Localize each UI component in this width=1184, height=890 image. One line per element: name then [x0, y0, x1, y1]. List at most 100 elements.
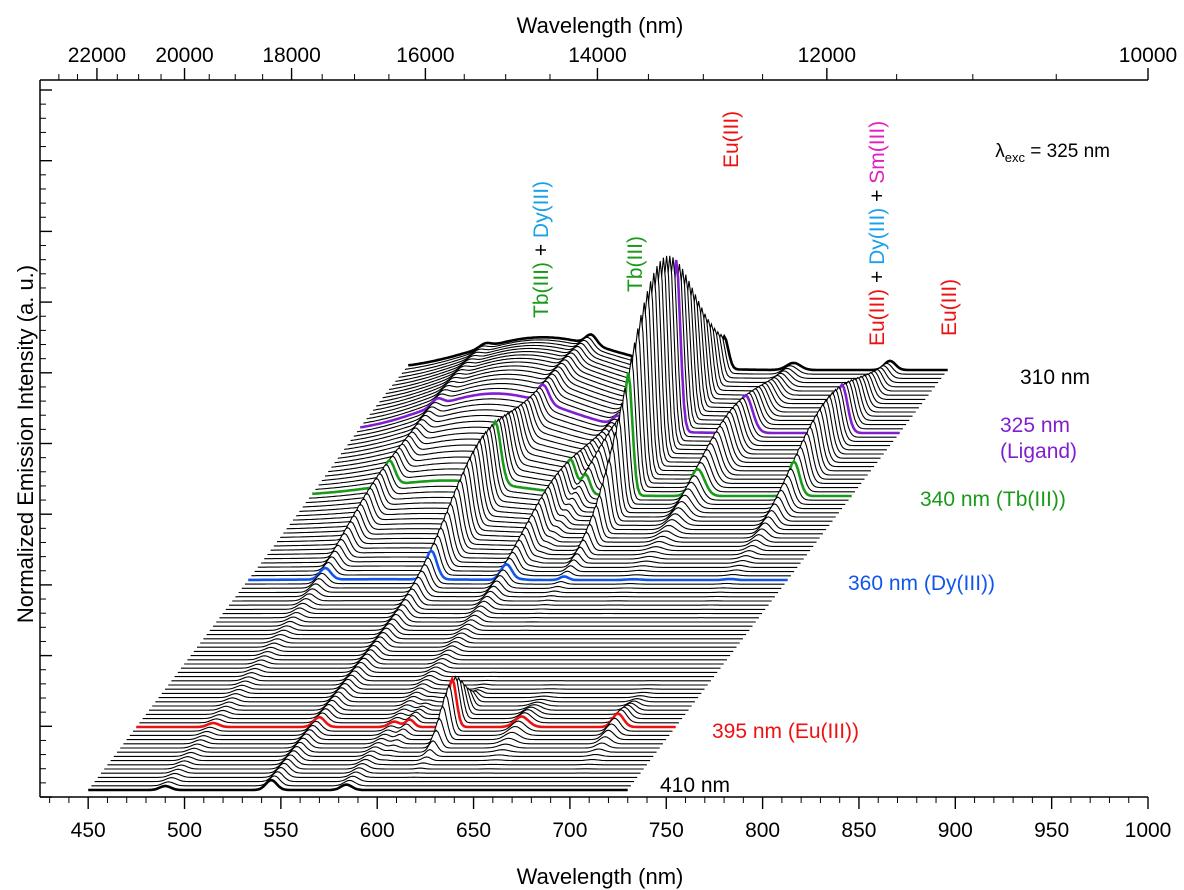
bottom-tick-label: 1000 [1125, 819, 1172, 842]
spectrum-trace [145, 679, 686, 715]
spectrum-trace [168, 674, 708, 686]
top-tick-label: 12000 [798, 44, 856, 67]
top-tick-label: 22000 [68, 44, 126, 67]
bottom-tick-label: 650 [456, 819, 491, 842]
trace-mask [136, 679, 676, 727]
spectrum-trace [174, 666, 715, 678]
trace-mask [302, 417, 843, 509]
spectrum-trace [197, 636, 737, 648]
spectra-traces [88, 255, 948, 792]
trace-mask [286, 458, 827, 530]
trace-mask [133, 685, 673, 732]
spectrum-trace [97, 766, 638, 778]
spectrum-trace [161, 682, 702, 694]
trace-mask [152, 688, 692, 706]
spectrum-trace [190, 644, 731, 657]
spectrum-trace [107, 754, 647, 766]
trace-mask [366, 269, 907, 425]
spectrum-trace [229, 588, 769, 606]
spectrum-trace [219, 604, 759, 619]
peak-annotation-part: Eu(III) [720, 111, 743, 168]
top-axis-title: Wavelength (nm) [517, 13, 684, 38]
trace-mask [296, 440, 836, 517]
spectrum-trace [305, 402, 846, 505]
spectrum-trace [139, 675, 679, 724]
spectrum-trace [235, 576, 775, 598]
bottom-tick-label: 900 [938, 819, 973, 842]
spectrum-trace [126, 704, 667, 741]
trace-label: 410 nm [660, 774, 730, 797]
trace-mask [123, 718, 663, 744]
top-tick-label: 16000 [396, 44, 454, 67]
trace-mask [312, 372, 852, 496]
peak-annotation-part: Dy(III) [530, 181, 553, 238]
peak-annotation: Tb(III) + Dy(III) [530, 181, 553, 318]
peak-annotation-part: + [530, 238, 553, 262]
spectrum-trace [113, 745, 654, 757]
spectrum-trace [257, 527, 798, 568]
spectrum-trace [315, 357, 855, 493]
spectrum-trace [142, 676, 683, 720]
spectrum-trace [261, 519, 801, 564]
spectrum-trace [110, 750, 651, 762]
peak-annotation-part: Tb(III) [530, 262, 553, 318]
spectrum-trace [101, 762, 641, 774]
spectrum-trace [206, 623, 747, 636]
spectrum-trace [245, 556, 785, 585]
highlighted-trace [88, 778, 628, 792]
bottom-tick-label: 950 [1034, 819, 1069, 842]
spectrum-trace [267, 502, 807, 556]
spectrum-trace [270, 494, 811, 552]
axis-ticks: 450 500 550 600 650 700 750 800 850 900 950 1000 220… [40, 44, 1177, 842]
peak-annotation-part: Eu(III) [866, 289, 889, 346]
trace-mask [117, 740, 657, 753]
axes-frame [39, 79, 1148, 798]
trace-mask [120, 730, 660, 748]
spectrum-trace [171, 670, 711, 682]
spectrum-trace [232, 582, 772, 602]
peak-annotation: Eu(III) [938, 279, 961, 336]
spectrum-trace [308, 387, 849, 501]
spectrum-trace [286, 457, 827, 531]
highlighted-trace [248, 548, 788, 582]
bottom-tick-label: 600 [360, 819, 395, 842]
trace-mask [126, 706, 667, 740]
spectrum-trace [155, 689, 695, 703]
peak-annotation-part: Dy(III) [866, 208, 889, 265]
trace-label-line2: (Ligand) [1000, 440, 1077, 463]
trace-label: 340 nm (Tb(III)) [920, 488, 1066, 511]
trace-mask [129, 694, 670, 736]
highlighted-trace [312, 372, 852, 498]
trace-label: 360 nm (Dy(III)) [848, 572, 995, 595]
bottom-tick-label: 800 [745, 819, 780, 842]
spectrum-trace [302, 417, 843, 510]
spectrum-trace [129, 693, 670, 736]
trace-mask [142, 677, 683, 719]
highlighted-trace [136, 675, 676, 729]
spectrum-trace [200, 631, 740, 644]
trace-label: 310 nm [1020, 366, 1090, 389]
peak-annotation-part: Tb(III) [624, 236, 647, 292]
spectrum-trace [133, 683, 673, 732]
bottom-axis-title: Wavelength (nm) [517, 864, 684, 889]
lambda-symbol: λ [995, 141, 1005, 162]
excitation-wavelength-label: λexc = 325 nm [995, 141, 1110, 165]
spectrum-trace [292, 444, 833, 522]
spectrum-trace [123, 717, 663, 745]
peak-annotations: Tb(III) + Dy(III)Tb(III)Eu(III)Eu(III) +… [530, 111, 961, 346]
spectrum-trace [238, 570, 779, 594]
spectrum-trace [299, 432, 839, 514]
bottom-tick-label: 700 [552, 819, 587, 842]
spectrum-trace [104, 758, 644, 770]
spectrum-trace [296, 439, 836, 518]
spectrum-trace [283, 463, 823, 535]
trace-mask [155, 690, 695, 702]
spectrum-trace [158, 687, 699, 699]
spectrum-trace [209, 618, 750, 631]
trace-mask [139, 676, 679, 723]
spectrum-trace [193, 640, 734, 652]
spectrum-trace [241, 563, 782, 589]
trace-mask [309, 387, 849, 501]
top-tick-label: 20000 [155, 44, 213, 67]
